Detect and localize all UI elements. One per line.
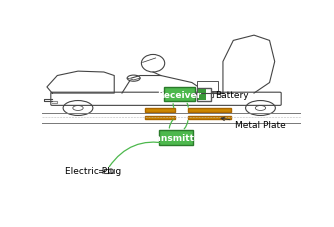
FancyBboxPatch shape bbox=[198, 90, 206, 100]
Text: Battery: Battery bbox=[215, 90, 248, 99]
FancyBboxPatch shape bbox=[211, 92, 213, 98]
Text: Metal Plate: Metal Plate bbox=[221, 118, 286, 130]
FancyBboxPatch shape bbox=[197, 88, 211, 101]
FancyBboxPatch shape bbox=[104, 169, 109, 174]
FancyBboxPatch shape bbox=[145, 109, 175, 112]
Text: Transmitter: Transmitter bbox=[146, 133, 205, 142]
Ellipse shape bbox=[109, 169, 113, 174]
Text: Electric Plug: Electric Plug bbox=[64, 166, 121, 175]
Text: Receiver: Receiver bbox=[158, 91, 202, 99]
FancyBboxPatch shape bbox=[188, 117, 231, 120]
FancyBboxPatch shape bbox=[159, 131, 193, 145]
FancyBboxPatch shape bbox=[164, 88, 195, 102]
FancyBboxPatch shape bbox=[188, 109, 231, 112]
FancyBboxPatch shape bbox=[145, 117, 175, 120]
